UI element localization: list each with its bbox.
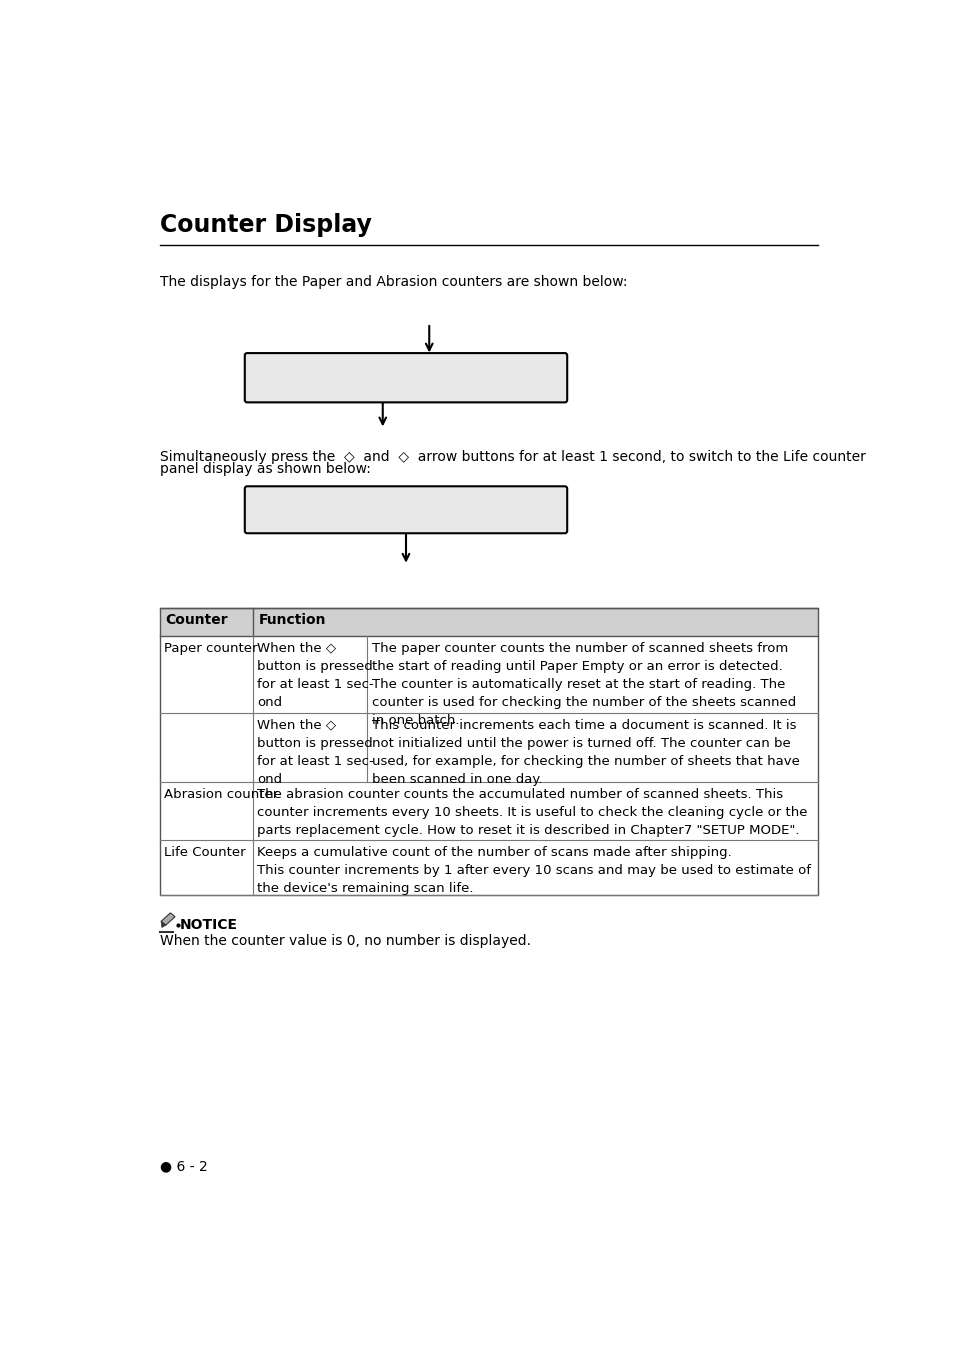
Text: The paper counter counts the number of scanned sheets from
the start of reading : The paper counter counts the number of s… — [372, 642, 796, 727]
Text: When the ◇
button is pressed
for at least 1 sec-
ond: When the ◇ button is pressed for at leas… — [257, 719, 374, 786]
Text: Life Counter: Life Counter — [164, 846, 246, 859]
Bar — [159, 608, 818, 636]
Text: ● 6 - 2: ● 6 - 2 — [159, 1159, 207, 1173]
FancyBboxPatch shape — [245, 486, 567, 534]
Text: Counter: Counter — [165, 613, 228, 627]
Text: Counter Display: Counter Display — [159, 213, 371, 236]
Text: When the ◇
button is pressed
for at least 1 sec-
ond: When the ◇ button is pressed for at leas… — [257, 642, 374, 709]
Polygon shape — [161, 921, 166, 928]
FancyBboxPatch shape — [245, 353, 567, 403]
Text: When the counter value is 0, no number is displayed.: When the counter value is 0, no number i… — [159, 934, 530, 947]
Polygon shape — [161, 913, 174, 925]
Text: NOTICE: NOTICE — [179, 919, 237, 932]
Bar — [159, 608, 818, 896]
Text: Paper counter: Paper counter — [164, 642, 257, 655]
Text: This counter increments each time a document is scanned. It is
not initialized u: This counter increments each time a docu… — [372, 719, 799, 786]
Text: Keeps a cumulative count of the number of scans made after shipping.
This counte: Keeps a cumulative count of the number o… — [257, 846, 810, 894]
Text: Abrasion counter: Abrasion counter — [164, 788, 278, 801]
Text: The abrasion counter counts the accumulated number of scanned sheets. This
count: The abrasion counter counts the accumula… — [257, 788, 807, 838]
Text: Simultaneously press the  ◇  and  ◇  arrow buttons for at least 1 second, to swi: Simultaneously press the ◇ and ◇ arrow b… — [159, 450, 864, 465]
Text: panel display as shown below:: panel display as shown below: — [159, 462, 370, 477]
Text: The displays for the Paper and Abrasion counters are shown below:: The displays for the Paper and Abrasion … — [159, 274, 626, 289]
Text: Function: Function — [258, 613, 326, 627]
